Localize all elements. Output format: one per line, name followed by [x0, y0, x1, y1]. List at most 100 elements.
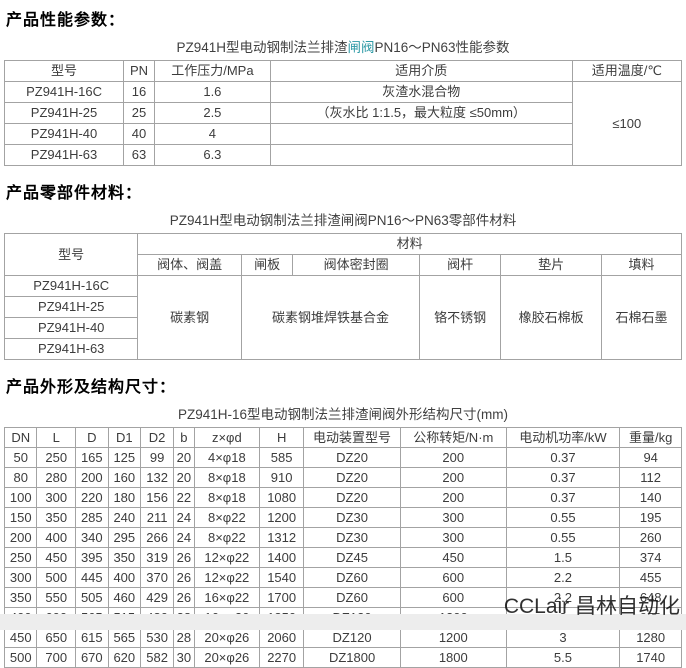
dimension-cell: 0.55	[505, 507, 621, 528]
model-cell: PZ941H-16C	[3, 275, 139, 297]
dimension-cell: 30	[173, 647, 195, 668]
dimension-cell: 112	[619, 467, 682, 488]
dimension-cell: 670	[75, 647, 109, 668]
dimension-cell: DZ60	[303, 587, 401, 608]
section-heading-materials: 产品零部件材料：	[6, 185, 143, 202]
dimensions-row: 500 700 670 620 582 30 20×φ26 2270 DZ1800 1800 5.5…	[3, 647, 682, 668]
dimensions-table: DN L D D1 D2 b z×φd H 电动装置型号 公称转矩/N·m 电动机功率/kW 重量/k…	[3, 427, 682, 668]
dimension-cell: 156	[140, 487, 175, 508]
materials-table: 型号 材料 阀体、阀盖 闸板 阀体密封圈 阀杆 垫片 填料 PZ941H-16C…	[3, 233, 682, 360]
title-text-pre: PZ941H型电动钢制法兰排渣	[176, 40, 348, 55]
dimension-cell: 150	[3, 507, 38, 528]
dimension-cell: 1.5	[505, 547, 621, 568]
col-header-model: 型号	[3, 60, 125, 82]
dimension-cell: 505	[75, 587, 109, 608]
model-cell: PZ941H-16C	[3, 81, 125, 103]
col-header: D	[75, 427, 109, 448]
materials-row: PZ941H-25	[3, 296, 682, 318]
dimension-cell: 1080	[259, 487, 305, 508]
dimension-cell: DZ1800	[303, 647, 401, 668]
pressure-cell: 4	[153, 123, 271, 145]
col-header-stem: 阀杆	[418, 254, 502, 276]
dimensions-header-row: DN L D D1 D2 b z×φd H 电动装置型号 公称转矩/N·m 电动机功率/kW 重量/k…	[3, 427, 682, 448]
dimension-cell: 160	[107, 467, 142, 488]
dimension-cell: 400	[107, 567, 142, 588]
materials-header-row-2: 阀体、阀盖 闸板 阀体密封圈 阀杆 垫片 填料	[5, 254, 682, 276]
dimension-cell: 195	[619, 507, 682, 528]
dimension-cell: 180	[107, 487, 142, 508]
disc-seal-material-cell: 碳素钢堆焊铁基合金	[240, 275, 420, 360]
bottom-strip	[0, 614, 686, 630]
dimension-cell: 615	[75, 627, 109, 648]
dimension-cell: 2060	[259, 627, 305, 648]
dimension-cell: 370	[140, 567, 175, 588]
col-header: H	[259, 427, 305, 448]
dimension-cell: 445	[75, 567, 109, 588]
body-bonnet-material-cell: 碳素钢	[137, 275, 242, 360]
dimension-cell: 8×φ18	[193, 467, 261, 488]
dimension-cell: 99	[140, 447, 175, 468]
dimension-cell: 200	[399, 447, 507, 468]
pn-cell: 16	[123, 81, 155, 103]
dimension-cell: 94	[619, 447, 682, 468]
col-header-model: 型号	[3, 233, 139, 276]
dimension-cell: 20	[173, 467, 195, 488]
dimension-cell: 530	[140, 627, 175, 648]
dimension-cell: 20	[173, 447, 195, 468]
dimension-cell: 300	[36, 487, 77, 508]
dimension-cell: 125	[107, 447, 142, 468]
dimension-cell: 8×φ22	[193, 507, 261, 528]
col-header-packing: 填料	[601, 254, 682, 276]
col-header: 公称转矩/N·m	[399, 427, 507, 448]
dimension-cell: DZ60	[303, 567, 401, 588]
dimension-cell: 0.37	[505, 447, 621, 468]
dimension-cell: 12×φ22	[193, 547, 261, 568]
pressure-cell: 2.5	[153, 102, 271, 124]
dimensions-row: 100 300 220 180 156 22 8×φ18 1080 DZ20 200 0.37 140	[3, 487, 682, 508]
dimension-cell: 0.37	[505, 467, 621, 488]
dimension-cell: 350	[3, 587, 38, 608]
dimension-cell: 500	[36, 567, 77, 588]
stem-material-cell: 铬不锈钢	[418, 275, 502, 360]
col-header-material: 材料	[137, 233, 682, 255]
dimension-cell: 8×φ18	[193, 487, 261, 508]
pressure-cell: 1.6	[153, 81, 271, 103]
performance-row: PZ941H-25 25 2.5 （灰水比 1:1.5，最大粒度 ≤50mm）	[3, 102, 682, 124]
dimension-cell: 2270	[259, 647, 305, 668]
dimension-cell: 20×φ26	[193, 647, 261, 668]
dimension-cell: 910	[259, 467, 305, 488]
dimension-cell: 24	[173, 507, 195, 528]
col-header-gasket: 垫片	[500, 254, 603, 276]
col-header-temperature: 适用温度/℃	[571, 60, 683, 82]
dimension-cell: 648	[619, 587, 682, 608]
dimension-cell: 260	[619, 527, 682, 548]
dimension-cell: 250	[36, 447, 77, 468]
performance-table-body: PZ941H-16C 16 1.6 灰渣水混合物 ≤100 PZ941H-25 25 2.5 （…	[3, 81, 683, 166]
dimension-cell: 200	[75, 467, 109, 488]
gate-valve-link[interactable]: 闸阀	[347, 40, 375, 55]
dimension-cell: 12×φ22	[193, 567, 261, 588]
model-cell: PZ941H-25	[3, 102, 125, 124]
pn-cell: 40	[123, 123, 155, 145]
dimension-cell: DZ30	[303, 507, 401, 528]
dimension-cell: DZ20	[303, 447, 401, 468]
dimension-cell: 460	[107, 587, 142, 608]
col-header: 电动机功率/kW	[505, 427, 621, 448]
dimension-cell: 350	[36, 507, 77, 528]
dimension-cell: 22	[173, 487, 195, 508]
dimension-cell: 650	[36, 627, 77, 648]
dimension-cell: 8×φ22	[193, 527, 261, 548]
medium-cell	[269, 123, 573, 145]
dimension-cell: 1200	[399, 627, 507, 648]
dimension-cell: 0.37	[505, 487, 621, 508]
col-header-pressure: 工作压力/MPa	[153, 60, 271, 82]
materials-table-title: PZ941H型电动钢制法兰排渣闸阀PN16～PN63零部件材料	[169, 213, 517, 228]
col-header: D1	[107, 427, 142, 448]
dimension-cell: 140	[619, 487, 682, 508]
dimension-cell: 319	[140, 547, 175, 568]
dimension-cell: 1400	[259, 547, 305, 568]
medium-cell: （灰水比 1:1.5，最大粒度 ≤50mm）	[269, 102, 573, 124]
dimension-cell: 4×φ18	[193, 447, 261, 468]
col-header: 电动装置型号	[303, 427, 401, 448]
pn-cell: 25	[123, 102, 155, 124]
